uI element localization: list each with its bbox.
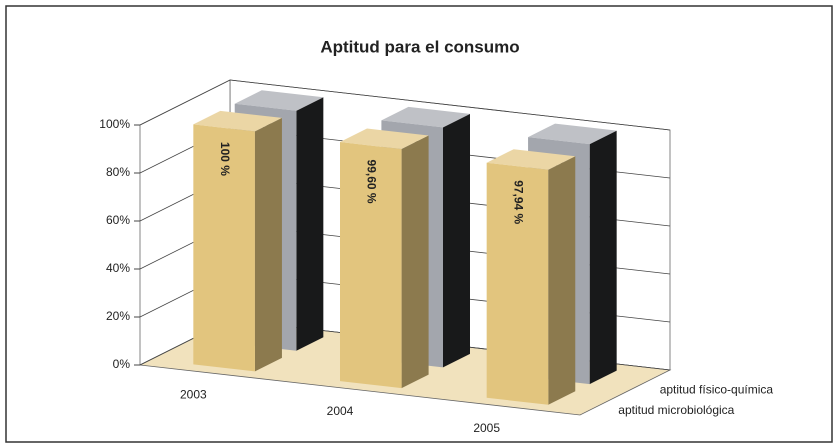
x-tick-label: 2004: [327, 404, 354, 418]
bar-top: [486, 149, 576, 170]
bar-side: [401, 135, 429, 389]
bar-side: [254, 117, 282, 372]
bar-front: [486, 162, 549, 405]
bar-front: [193, 124, 255, 372]
depth-label: aptitud microbiológica: [618, 403, 734, 417]
y-tick-label: 40%: [106, 261, 130, 275]
bar-top: [234, 90, 324, 111]
data-label: 99,60 %: [365, 160, 379, 204]
y-tick-label: 80%: [106, 165, 130, 179]
bar-top: [528, 123, 617, 145]
bar-top: [381, 106, 470, 128]
bar-side: [548, 156, 576, 405]
y-tick-label: 0%: [113, 357, 131, 371]
data-label: 97,94 %: [511, 180, 525, 224]
data-label: 100 %: [218, 142, 232, 176]
bar-side: [443, 113, 470, 368]
bar-front: [340, 142, 402, 389]
bar-top: [340, 128, 429, 150]
bar-side: [589, 130, 617, 385]
x-tick-label: 2005: [473, 421, 500, 435]
bar-side: [296, 97, 324, 351]
bar-top: [193, 110, 282, 132]
depth-label: aptitud físico-química: [660, 382, 774, 396]
y-tick-label: 20%: [106, 309, 130, 323]
x-tick-label: 2003: [180, 388, 207, 402]
chart-title: Aptitud para el consumo: [320, 37, 519, 56]
y-tick-label: 100%: [99, 117, 130, 131]
y-tick-label: 60%: [106, 213, 130, 227]
grid-line: [139, 79, 671, 131]
